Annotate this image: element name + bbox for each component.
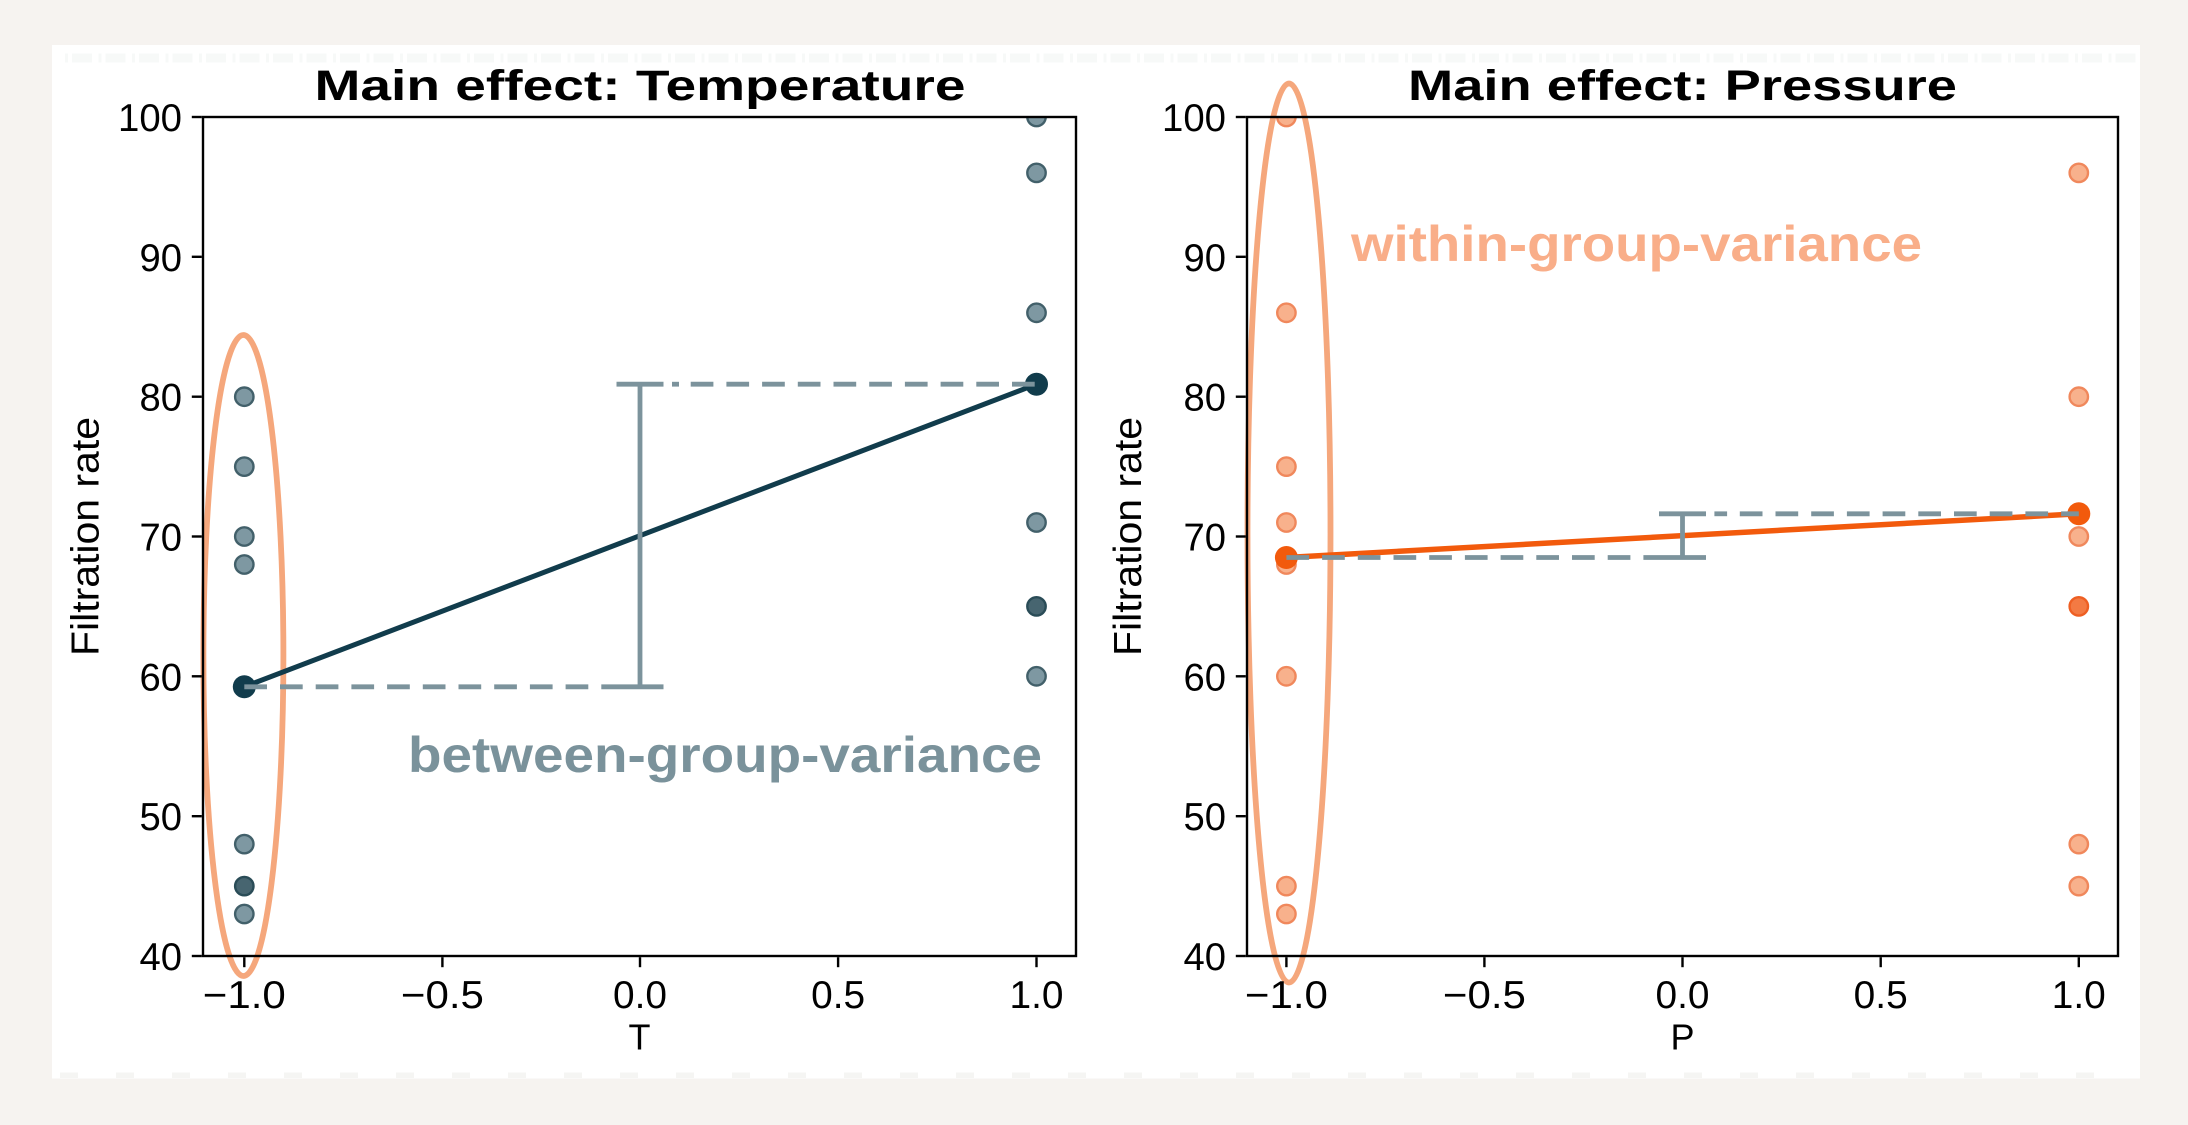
- svg-text:1.0: 1.0: [1010, 974, 1064, 1017]
- svg-text:−1.0: −1.0: [1245, 974, 1328, 1017]
- svg-text:70: 70: [1184, 517, 1227, 560]
- svg-text:0.0: 0.0: [1656, 974, 1710, 1017]
- svg-text:within-group-variance: within-group-variance: [1350, 216, 1922, 272]
- svg-text:50: 50: [140, 796, 183, 839]
- svg-text:90: 90: [140, 237, 183, 280]
- svg-text:−1.0: −1.0: [203, 974, 286, 1017]
- svg-text:90: 90: [1184, 237, 1227, 280]
- svg-text:Main effect: Pressure: Main effect: Pressure: [1408, 62, 1957, 110]
- svg-text:1.0: 1.0: [2052, 974, 2106, 1017]
- svg-text:0.5: 0.5: [1854, 974, 1908, 1017]
- svg-text:P: P: [1670, 1017, 1694, 1058]
- svg-text:−0.5: −0.5: [401, 974, 484, 1017]
- svg-text:100: 100: [118, 97, 182, 140]
- svg-text:−0.5: −0.5: [1443, 974, 1526, 1017]
- svg-text:100: 100: [1162, 97, 1226, 140]
- svg-text:80: 80: [1184, 377, 1227, 420]
- svg-text:between-group-variance: between-group-variance: [408, 727, 1042, 783]
- svg-text:0.5: 0.5: [811, 974, 865, 1017]
- svg-text:50: 50: [1184, 796, 1227, 839]
- svg-text:Filtration rate: Filtration rate: [65, 417, 108, 656]
- svg-text:60: 60: [140, 656, 183, 699]
- svg-text:80: 80: [140, 377, 183, 420]
- svg-text:40: 40: [140, 936, 183, 979]
- svg-text:60: 60: [1184, 656, 1227, 699]
- svg-text:Filtration rate: Filtration rate: [1107, 417, 1150, 656]
- svg-text:T: T: [629, 1017, 651, 1058]
- svg-text:0.0: 0.0: [613, 974, 667, 1017]
- svg-text:70: 70: [140, 517, 183, 560]
- svg-text:Main effect: Temperature: Main effect: Temperature: [315, 62, 966, 110]
- svg-text:40: 40: [1184, 936, 1227, 979]
